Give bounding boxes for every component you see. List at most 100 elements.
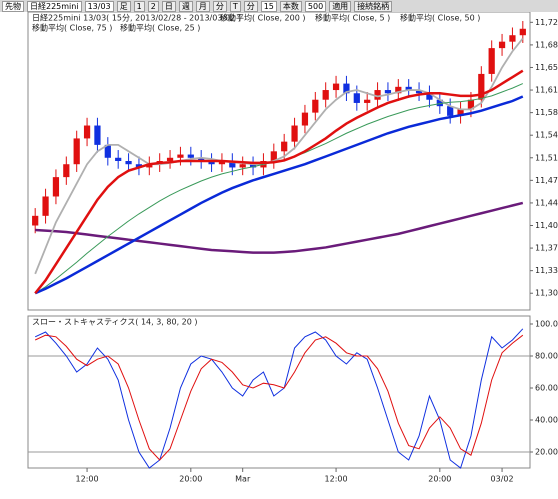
y-tick-label: 11,510 bbox=[535, 153, 558, 162]
y-tick-label: 20.00 bbox=[535, 448, 558, 457]
y-tick-label: 11,615 bbox=[535, 86, 558, 95]
series-line bbox=[34, 334, 524, 461]
candle-body bbox=[322, 90, 329, 100]
candle-body bbox=[135, 164, 143, 168]
y-tick-label: 11,335 bbox=[535, 266, 558, 275]
candle-body bbox=[395, 86, 402, 94]
candle-body bbox=[249, 164, 257, 168]
candle-body bbox=[94, 125, 101, 145]
candle-body bbox=[239, 164, 246, 168]
period-button[interactable]: T bbox=[229, 0, 241, 12]
legend-entry: 移動平均( Close, 25 ) bbox=[120, 23, 200, 33]
candle-body bbox=[498, 41, 506, 49]
y-tick-label: 11,545 bbox=[535, 131, 558, 140]
candle-body bbox=[301, 112, 309, 126]
x-tick-label: 20:00 bbox=[179, 475, 202, 484]
candle-body bbox=[436, 99, 443, 107]
period-button[interactable]: 1 bbox=[133, 0, 145, 12]
candle-body bbox=[166, 157, 174, 161]
count-label: 本数 bbox=[279, 0, 302, 12]
candle-body bbox=[364, 99, 371, 103]
bar-label: 足 bbox=[116, 0, 131, 12]
series-line bbox=[34, 328, 524, 469]
candle-body bbox=[519, 28, 526, 36]
candle-body bbox=[83, 125, 91, 139]
candle-body bbox=[447, 106, 454, 116]
legend-entry: 移動平均( Close, 200 ) bbox=[220, 13, 305, 23]
y-tick-label: 11,580 bbox=[535, 108, 558, 117]
candle-body bbox=[146, 164, 153, 168]
stoch-title: スロー・ストキャスティクス( 14, 3, 80, 20 ) bbox=[32, 318, 198, 327]
apply-button[interactable]: 適用 bbox=[329, 0, 352, 12]
x-tick-label: 20:00 bbox=[428, 475, 451, 484]
interval-input[interactable]: 15 bbox=[260, 0, 277, 12]
candle-body bbox=[488, 48, 495, 74]
candle-body bbox=[270, 151, 277, 161]
period-button[interactable]: 分 bbox=[212, 0, 227, 12]
series-line bbox=[34, 69, 524, 295]
y-tick-label: 11,650 bbox=[535, 63, 558, 72]
candle-body bbox=[198, 157, 205, 161]
period-button[interactable]: 週 bbox=[178, 0, 193, 12]
period-button[interactable]: 月 bbox=[195, 0, 210, 12]
chart-title: 日経225mini 13/03( 15分, 2013/02/28 - 2013/… bbox=[32, 13, 241, 23]
candle-body bbox=[42, 196, 49, 216]
candle-body bbox=[343, 83, 350, 94]
link-button[interactable]: 接続銘柄 bbox=[354, 0, 393, 12]
candle-body bbox=[509, 35, 516, 42]
candle-body bbox=[384, 90, 392, 94]
candle-body bbox=[63, 164, 70, 178]
series-line bbox=[35, 201, 524, 254]
candle-body bbox=[52, 177, 60, 197]
candle-body bbox=[332, 83, 340, 91]
candle-body bbox=[208, 161, 215, 165]
market-select[interactable]: 先物 bbox=[2, 0, 24, 12]
candle-body bbox=[353, 93, 360, 103]
candle-body bbox=[187, 154, 194, 158]
legend-entry: 移動平均( Close, 50 ) bbox=[400, 13, 480, 23]
candle-body bbox=[312, 99, 319, 113]
candle-body bbox=[426, 93, 433, 100]
y-tick-label: 11,475 bbox=[535, 176, 558, 185]
period-button[interactable]: 2 bbox=[147, 0, 159, 12]
candle-body bbox=[218, 161, 226, 165]
y-tick-label: 100.00 bbox=[535, 320, 558, 329]
y-tick-label: 11,685 bbox=[535, 40, 558, 49]
x-tick-label: 12:00 bbox=[76, 475, 99, 484]
candle-body bbox=[281, 141, 288, 152]
candle-body bbox=[405, 86, 412, 91]
candle-body bbox=[229, 161, 236, 168]
candle-body bbox=[177, 154, 184, 158]
y-tick-label: 80.00 bbox=[535, 352, 558, 361]
candle-body bbox=[115, 157, 122, 161]
series-line bbox=[34, 37, 524, 275]
candle-body bbox=[291, 125, 298, 142]
candle-body bbox=[467, 99, 475, 110]
y-tick-label: 40.00 bbox=[535, 416, 558, 425]
toolbar: 先物 日経225mini 13/03 足 1 2 日週月分 T 分 15 本数 500 適用 接続銘柄 bbox=[0, 0, 558, 12]
x-tick-label: 03/02 bbox=[491, 475, 514, 484]
count-input[interactable]: 500 bbox=[304, 0, 327, 12]
candle-body bbox=[478, 73, 485, 100]
chart: 日経225mini 13/03( 15分, 2013/02/28 - 2013/… bbox=[27, 12, 558, 484]
y-tick-label: 11,440 bbox=[535, 198, 558, 207]
candle-body bbox=[32, 215, 39, 226]
x-tick-label: 12:00 bbox=[325, 475, 348, 484]
legend-entry: 移動平均( Close, 75 ) bbox=[32, 23, 112, 33]
symbol-select[interactable]: 日経225mini bbox=[27, 0, 82, 12]
contract-select[interactable]: 13/03 bbox=[84, 0, 114, 12]
y-tick-label: 11,405 bbox=[535, 221, 558, 230]
candle-body bbox=[104, 144, 111, 158]
y-tick-label: 60.00 bbox=[535, 384, 558, 393]
candle-body bbox=[125, 161, 132, 165]
candle-body bbox=[415, 90, 423, 94]
y-tick-label: 11,300 bbox=[535, 289, 558, 298]
period-button[interactable]: 日 bbox=[161, 0, 176, 12]
candle-body bbox=[374, 90, 381, 100]
main-frame bbox=[27, 12, 531, 311]
y-tick-label: 11,720 bbox=[535, 18, 558, 27]
stoch-frame bbox=[27, 315, 531, 469]
interval-label: 分 bbox=[243, 0, 258, 12]
x-tick-label: Mar bbox=[235, 475, 251, 484]
